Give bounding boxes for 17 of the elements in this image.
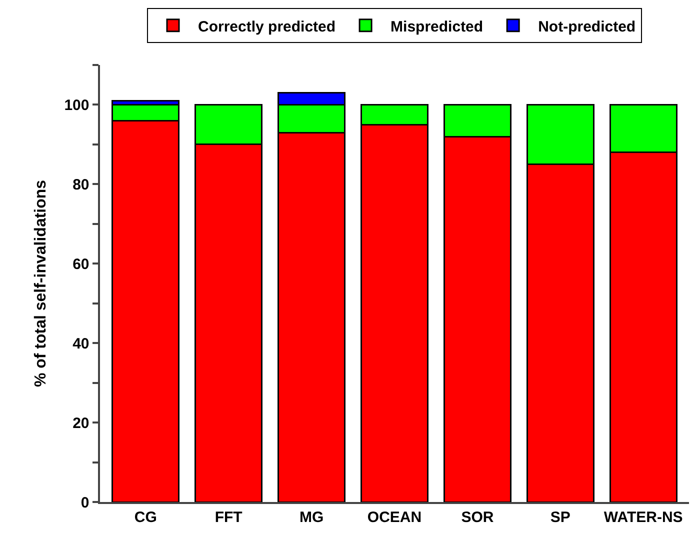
y-tick-label: 0	[80, 494, 90, 512]
y-tick-label: 40	[72, 335, 90, 352]
y-tick-label: 100	[64, 96, 90, 114]
x-tick-label: WATER-NS	[604, 508, 683, 526]
y-tick-label: 80	[72, 176, 90, 194]
x-tick-label: MG	[299, 508, 324, 526]
x-tick-label: SP	[550, 508, 570, 526]
x-tick-label: SOR	[461, 508, 494, 526]
y-axis-title: % of total self-invalidations	[32, 180, 50, 388]
legend-label: Mispredicted	[390, 18, 484, 36]
legend-label: Correctly predicted	[198, 18, 336, 36]
x-tick-label: CG	[134, 508, 157, 526]
x-tick-label: FFT	[214, 508, 242, 526]
x-tick-label: OCEAN	[367, 508, 422, 526]
y-tick-label: 20	[72, 414, 90, 432]
y-tick-label: 60	[72, 256, 90, 273]
legend-label: Not-predicted	[538, 18, 636, 36]
